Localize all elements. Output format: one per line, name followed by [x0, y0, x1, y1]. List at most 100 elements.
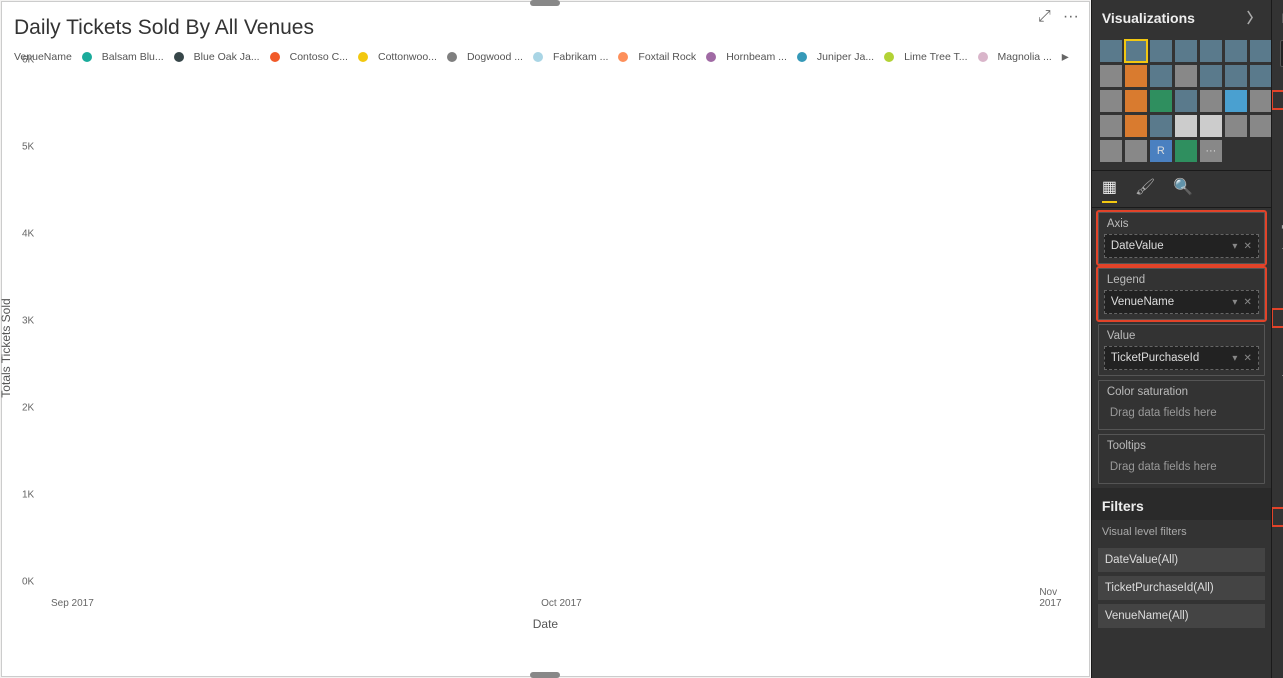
legend-item-label[interactable]: Lime Tree T...: [904, 51, 967, 63]
legend-item-label[interactable]: Magnolia ...: [998, 51, 1052, 63]
field-row[interactable]: VenueId: [1272, 291, 1283, 309]
field-bucket[interactable]: Color saturationDrag data fields here: [1098, 380, 1265, 430]
table-row[interactable]: ▸▦dim_Events: [1272, 217, 1283, 236]
focus-mode-icon[interactable]: ⤢: [1038, 8, 1051, 26]
field-row[interactable]: VenueCountry...: [1272, 273, 1283, 291]
legend-item-label[interactable]: Foxtail Rock: [638, 51, 696, 63]
legend-scroll-right-icon[interactable]: ▸: [1062, 48, 1069, 65]
visualization-type-icon[interactable]: [1225, 65, 1247, 87]
visualization-type-icon[interactable]: [1100, 65, 1122, 87]
visualization-type-icon[interactable]: [1250, 40, 1271, 62]
fields-tab-icon[interactable]: ▦: [1102, 177, 1117, 203]
legend-swatch[interactable]: [884, 52, 894, 62]
visualization-type-icon[interactable]: [1150, 40, 1172, 62]
field-row[interactable]: ΣDateWeek: [1272, 109, 1283, 127]
visualization-type-icon[interactable]: [1150, 65, 1172, 87]
legend-item-label[interactable]: Balsam Blu...: [102, 51, 164, 63]
more-options-icon[interactable]: ···: [1063, 8, 1079, 26]
analytics-tab-icon[interactable]: 🔍: [1173, 177, 1193, 203]
field-row[interactable]: DateQuarterN...: [1272, 73, 1283, 91]
visualization-type-icon[interactable]: [1175, 65, 1197, 87]
collapse-icon[interactable]: 〉: [1247, 8, 1261, 28]
legend-swatch[interactable]: [358, 52, 368, 62]
field-row[interactable]: ΣVenueCapacity: [1272, 255, 1283, 273]
table-row[interactable]: ◢▦fact_Tickets: [1272, 363, 1283, 382]
bucket-field-pill[interactable]: VenueName▾✕: [1104, 290, 1259, 314]
visualization-type-icon[interactable]: [1200, 65, 1222, 87]
field-row[interactable]: PurchaseDateID: [1272, 199, 1283, 217]
legend-item-label[interactable]: Fabrikam ...: [553, 51, 608, 63]
visualization-type-icon[interactable]: [1100, 40, 1122, 62]
bucket-field-pill[interactable]: TicketPurchaseId▾✕: [1104, 346, 1259, 370]
visualization-type-icon[interactable]: [1125, 40, 1147, 62]
visualization-type-icon[interactable]: [1225, 40, 1247, 62]
field-row[interactable]: ΣRowNumber: [1272, 454, 1283, 472]
field-row[interactable]: ΣSaleDay: [1272, 472, 1283, 490]
visualization-type-icon[interactable]: [1100, 90, 1122, 112]
field-row[interactable]: ✓DateValue: [1272, 91, 1283, 109]
visualization-type-icon[interactable]: [1225, 90, 1247, 112]
field-row[interactable]: ΣEventId: [1272, 400, 1283, 418]
visualization-type-icon[interactable]: [1200, 40, 1222, 62]
field-row[interactable]: ΣSeatNumber: [1272, 490, 1283, 508]
visualization-type-icon[interactable]: [1175, 115, 1197, 137]
format-tab-icon[interactable]: 🖌: [1135, 177, 1155, 203]
visualization-type-icon[interactable]: [1175, 90, 1197, 112]
visualization-type-icon[interactable]: [1100, 115, 1122, 137]
field-row[interactable]: CustomerEmai...: [1272, 382, 1283, 400]
table-row[interactable]: ◢▦dim_Venues: [1272, 236, 1283, 255]
visualization-type-icon[interactable]: [1125, 65, 1147, 87]
legend-swatch[interactable]: [797, 52, 807, 62]
legend-item-label[interactable]: Cottonwoo...: [378, 51, 437, 63]
legend-item-label[interactable]: Dogwood ...: [467, 51, 523, 63]
field-row[interactable]: VenueType: [1272, 345, 1283, 363]
field-bucket[interactable]: TooltipsDrag data fields here: [1098, 434, 1265, 484]
resize-handle-bottom[interactable]: [530, 672, 560, 678]
field-row[interactable]: PurchaseDateID: [1272, 418, 1283, 436]
filter-row[interactable]: TicketPurchaseId(All): [1098, 576, 1265, 600]
bucket-field-controls[interactable]: ▾✕: [1232, 297, 1251, 308]
field-row[interactable]: DateWeekday...: [1272, 145, 1283, 163]
legend-swatch[interactable]: [618, 52, 628, 62]
bucket-field-pill[interactable]: DateValue▾✕: [1104, 234, 1259, 258]
legend-swatch[interactable]: [447, 52, 457, 62]
visualization-type-icon[interactable]: [1200, 90, 1222, 112]
field-row[interactable]: ✓ΣTicketPurchase...: [1272, 508, 1283, 526]
visualization-type-icon[interactable]: [1250, 65, 1271, 87]
visualization-type-icon[interactable]: [1175, 40, 1197, 62]
visualization-type-icon[interactable]: [1125, 140, 1147, 162]
legend-swatch[interactable]: [706, 52, 716, 62]
visualization-type-icon[interactable]: [1225, 115, 1247, 137]
field-row[interactable]: ΣDateWeekday: [1272, 127, 1283, 145]
field-bucket[interactable]: AxisDateValue▾✕: [1098, 212, 1265, 264]
legend-swatch[interactable]: [533, 52, 543, 62]
resize-handle-top[interactable]: [530, 0, 560, 6]
legend-swatch[interactable]: [270, 52, 280, 62]
bucket-field-controls[interactable]: ▾✕: [1232, 241, 1251, 252]
field-row[interactable]: ΣDateYear: [1272, 163, 1283, 181]
legend-item-label[interactable]: Juniper Ja...: [817, 51, 874, 63]
field-bucket[interactable]: LegendVenueName▾✕: [1098, 268, 1265, 320]
filter-row[interactable]: DateValue(All): [1098, 548, 1265, 572]
legend-item-label[interactable]: Contoso C...: [290, 51, 348, 63]
visualization-type-icon[interactable]: [1175, 140, 1197, 162]
visualization-type-icon[interactable]: [1150, 90, 1172, 112]
legend-swatch[interactable]: [82, 52, 92, 62]
filter-row[interactable]: VenueName(All): [1098, 604, 1265, 628]
visualization-type-icon[interactable]: [1100, 140, 1122, 162]
field-row[interactable]: MonthYear: [1272, 181, 1283, 199]
legend-item-label[interactable]: Blue Oak Ja...: [194, 51, 260, 63]
visualization-type-icon[interactable]: [1200, 115, 1222, 137]
field-row[interactable]: VenuepostalC...: [1272, 327, 1283, 345]
visualization-type-icon[interactable]: [1125, 115, 1147, 137]
visualization-type-icon[interactable]: [1250, 115, 1271, 137]
field-row[interactable]: ✓VenueName: [1272, 309, 1283, 327]
legend-swatch[interactable]: [978, 52, 988, 62]
field-bucket[interactable]: ValueTicketPurchaseId▾✕: [1098, 324, 1265, 376]
visualization-type-icon[interactable]: [1125, 90, 1147, 112]
legend-swatch[interactable]: [174, 52, 184, 62]
bucket-field-controls[interactable]: ▾✕: [1232, 353, 1251, 364]
visualization-type-icon[interactable]: ···: [1200, 140, 1222, 162]
legend-item-label[interactable]: Hornbeam ...: [726, 51, 787, 63]
visualization-type-icon[interactable]: [1250, 90, 1271, 112]
